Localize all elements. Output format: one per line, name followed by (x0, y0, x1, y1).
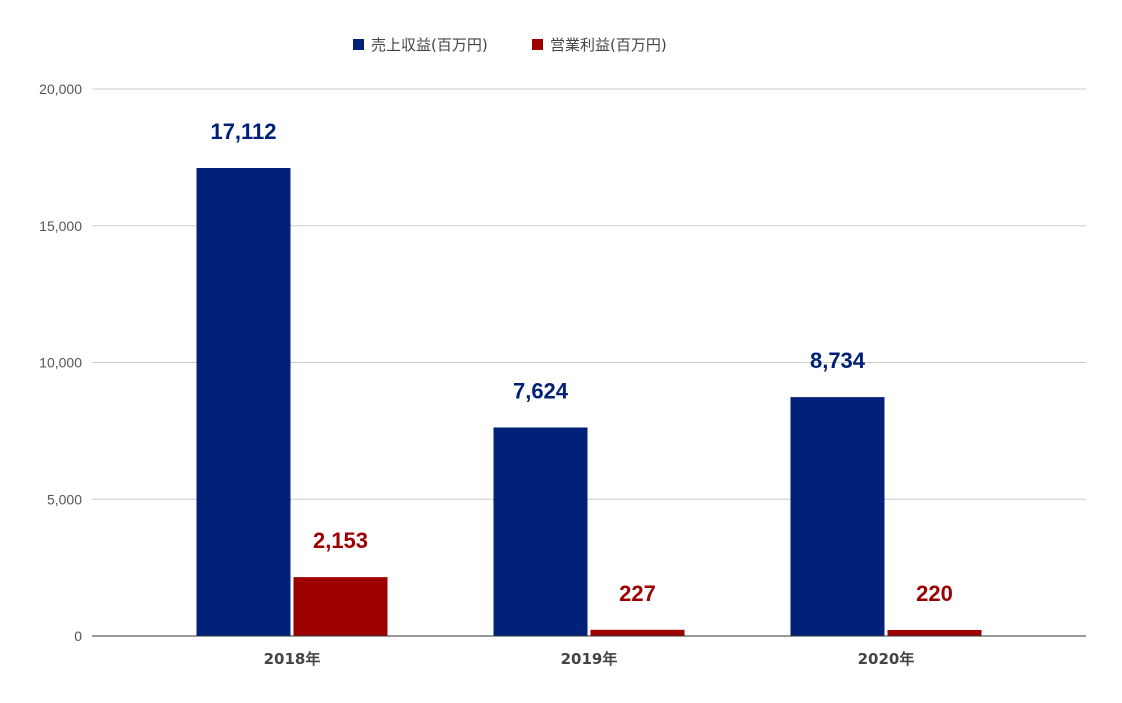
bar-operating-profit-0 (293, 577, 388, 636)
y-tick-label: 0 (74, 628, 82, 644)
legend-label: 営業利益(百万円) (550, 36, 667, 54)
x-tick-label: 2020年 (858, 650, 915, 668)
y-tick-label: 20,000 (39, 81, 82, 97)
x-tick-label: 2018年 (264, 650, 321, 668)
y-tick-label: 15,000 (39, 218, 82, 234)
data-labels: 17,112 7,624 8,734 2,153 227 220 (210, 119, 952, 606)
data-label: 7,624 (513, 378, 569, 403)
bar-revenue-0 (196, 167, 291, 636)
bar-revenue-2 (790, 397, 885, 636)
data-label: 17,112 (210, 119, 276, 144)
bar-revenue-1 (493, 427, 588, 636)
legend-swatch (353, 39, 364, 50)
bars (196, 167, 982, 636)
data-label: 220 (916, 581, 953, 606)
data-label: 227 (619, 581, 656, 606)
bar-operating-profit-2 (887, 629, 982, 636)
bar-operating-profit-1 (590, 629, 685, 636)
x-tick-label: 2019年 (561, 650, 618, 668)
data-label: 2,153 (313, 528, 368, 553)
y-tick-label: 5,000 (47, 491, 82, 507)
axes: 0 5,000 10,000 15,000 20,000 2018年 2019年 2020年 (39, 81, 1086, 668)
legend: 売上収益(百万円) 営業利益(百万円) (353, 36, 667, 54)
y-tick-label: 10,000 (39, 355, 82, 371)
legend-swatch (532, 39, 543, 50)
data-label: 8,734 (810, 348, 866, 373)
legend-label: 売上収益(百万円) (371, 36, 488, 54)
